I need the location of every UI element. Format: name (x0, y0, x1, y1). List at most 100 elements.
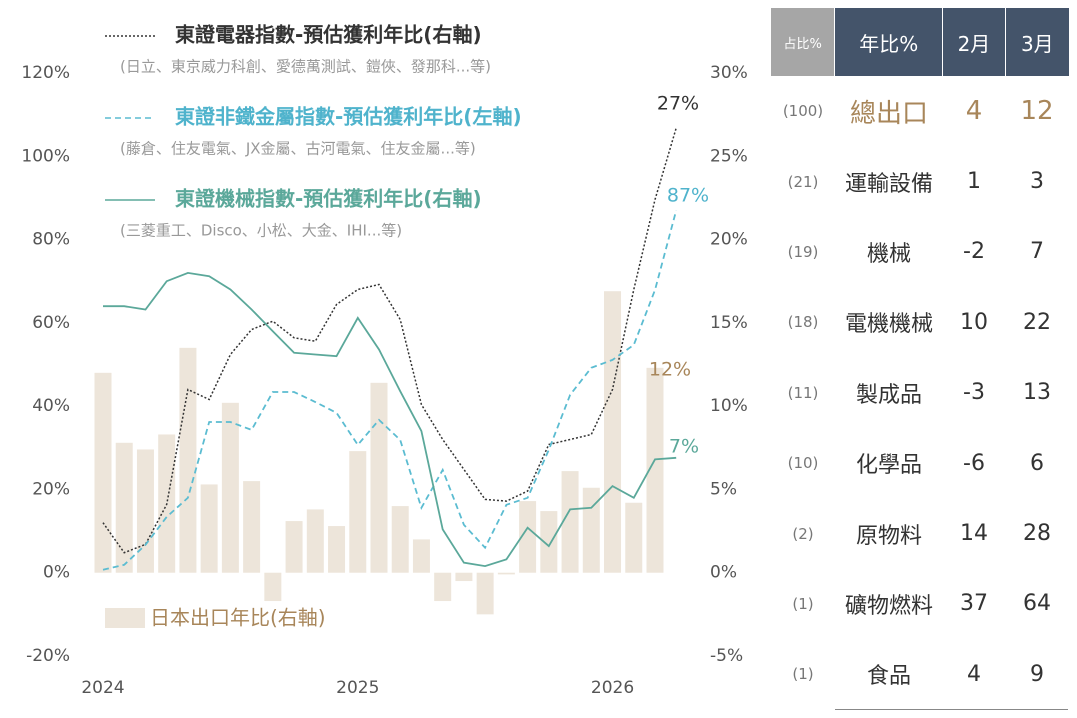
bar (328, 526, 346, 573)
header-cell: 年比% (834, 8, 943, 76)
table-cell: -6 (963, 450, 985, 476)
bar (561, 471, 579, 573)
y2-tick-label: -5% (710, 646, 743, 666)
table-cell: (1) (792, 594, 814, 613)
bar (221, 402, 239, 573)
legend-label: 日本出口年比(右軸) (150, 606, 326, 630)
table-cell: 製成品 (855, 382, 922, 408)
table-cell: 9 (1030, 661, 1044, 687)
table-cell: 22 (1023, 309, 1051, 335)
table-cell: 總出口 (849, 98, 928, 129)
table-cell: -2 (963, 239, 985, 265)
bar (370, 382, 388, 573)
table-row: (19) 機械 -2 7 (771, 217, 1069, 287)
table-cell: 37 (960, 591, 988, 617)
bar (604, 291, 622, 573)
y-tick-label: 0% (43, 563, 70, 583)
bar (306, 509, 324, 573)
table-row: (2) 原物料 14 28 (771, 498, 1069, 568)
x-tick-label: 2024 (81, 678, 124, 698)
y-tick-label: 80% (32, 230, 70, 250)
bar (455, 572, 473, 582)
table-cell: 3 (1030, 169, 1044, 195)
table-cell: (10) (787, 454, 819, 473)
legend-note: (藤倉、住友電氣、JX金屬、古河電氣、住友金屬...等) (120, 140, 476, 158)
table-cell: 1 (967, 169, 981, 195)
bar (412, 539, 430, 573)
table-cell: 13 (1023, 380, 1051, 406)
table-cell: (100) (782, 102, 824, 121)
table-cell: 運輸設備 (844, 171, 933, 197)
table-cell: 14 (960, 521, 988, 547)
bar (540, 511, 558, 573)
table-row: (100) 總出口 4 12 (771, 76, 1069, 146)
table-cell: 機械 (866, 241, 911, 267)
bar (136, 449, 154, 573)
x-tick-label: 2026 (591, 678, 634, 698)
table-row: (18) 電機機械 10 22 (771, 287, 1069, 357)
y2-tick-label: 20% (710, 230, 748, 250)
table-row: (10) 化學品 -6 6 (771, 428, 1069, 498)
header-cell: 占比% (771, 8, 835, 76)
bar (497, 572, 515, 575)
table-cell: (19) (787, 242, 819, 261)
bar (391, 506, 409, 573)
table-rule (835, 709, 1068, 710)
y-tick-label: -20% (26, 646, 70, 666)
annotation: 27% (657, 93, 699, 115)
table-cell: 食品 (866, 664, 911, 690)
bar (476, 572, 494, 615)
legend-note: (三菱重工、Disco、小松、大金、IHI...等) (120, 222, 402, 240)
bar (264, 572, 282, 602)
table-cell: (2) (792, 524, 814, 543)
table-cell: (21) (787, 172, 819, 191)
line (102, 210, 678, 571)
legend-label: 東證非鐵金屬指數-預估獲利年比(左軸) (175, 105, 522, 129)
table-cell: (1) (792, 665, 814, 684)
header-cell: 3月 (1004, 8, 1069, 76)
annotation: 87% (667, 185, 709, 207)
bar (243, 481, 261, 573)
table-row: (1) 礦物燃料 37 64 (771, 569, 1069, 639)
y2-tick-label: 0% (710, 563, 737, 583)
table-cell: 64 (1023, 591, 1051, 617)
table-cell: (18) (787, 313, 819, 332)
table-cell: 4 (967, 661, 981, 687)
line (102, 127, 677, 554)
table-cell: 6 (1030, 450, 1044, 476)
annotation: 12% (649, 359, 691, 381)
bar (625, 502, 643, 573)
y2-tick-label: 10% (710, 396, 748, 416)
x-tick-label: 2025 (336, 678, 379, 698)
table-cell: -3 (963, 380, 985, 406)
annotation: 7% (669, 436, 699, 458)
table-row: (1) 食品 4 9 (771, 639, 1069, 709)
y2-tick-label: 5% (710, 479, 737, 499)
table-cell: 10 (960, 309, 988, 335)
bar (646, 367, 664, 573)
table-cell: 化學品 (855, 453, 922, 479)
chart: -20% 0% 20% 40% 60% 80% 100% 120% -5% 0% 5% 10% 15% 2… (21, 23, 748, 699)
bar (285, 521, 303, 573)
legend-swatch (105, 608, 145, 628)
legend-label: 東證電器指數-預估獲利年比(右軸) (175, 23, 482, 47)
table-cell: (11) (787, 383, 819, 402)
table-cell: 原物料 (855, 523, 922, 549)
legend-note: (日立、東京威力科創、愛德萬測試、鎧俠、發那科...等) (120, 58, 491, 76)
line (103, 271, 677, 568)
table-cell: 7 (1030, 239, 1044, 265)
table-header: 占比% 年比% 2月 3月 (771, 8, 1069, 76)
bar (349, 451, 367, 573)
y-tick-label: 40% (32, 396, 70, 416)
y2-tick-label: 30% (710, 63, 748, 83)
table-cell: 電機機械 (844, 312, 933, 338)
bar (434, 572, 452, 602)
legend-label: 東證機械指數-預估獲利年比(右軸) (175, 187, 482, 211)
y-tick-label: 60% (32, 313, 70, 333)
header-cell: 2月 (942, 8, 1005, 76)
table-row: (11) 製成品 -3 13 (771, 358, 1069, 428)
table-cell: 4 (965, 96, 983, 127)
y-tick-label: 120% (21, 63, 70, 83)
y-tick-label: 20% (32, 479, 70, 499)
